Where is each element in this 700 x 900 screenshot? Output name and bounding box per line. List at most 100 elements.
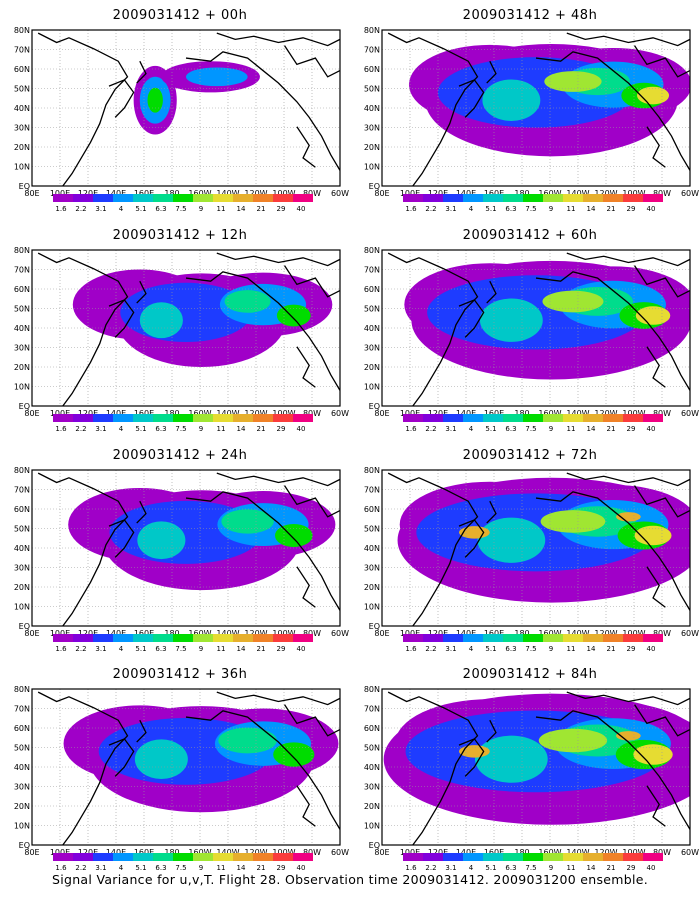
colorbar-swatch [113, 414, 133, 422]
colorbar: 1.6 2.2 3.1 4 5.1 6.3 7.5 9 11 14 21 29 40 [403, 853, 663, 872]
longitude-label: 140W [566, 189, 589, 198]
colorbar-swatch [523, 414, 543, 422]
longitude-label: 100W [272, 189, 295, 198]
longitude-label: 100E [400, 848, 420, 857]
coastline-path [108, 738, 135, 777]
colorbar-label: 11 [217, 645, 226, 653]
colorbar-swatch [133, 414, 153, 422]
coastline-path [108, 519, 135, 558]
colorbar-swatch [583, 634, 603, 642]
latitude-label: 10N [364, 822, 380, 831]
colorbar-label: 14 [587, 205, 596, 213]
longitude-label: 140W [216, 848, 239, 857]
colorbar-swatch [193, 414, 213, 422]
coastline-path [634, 265, 690, 298]
colorbar-swatch [233, 414, 253, 422]
figure-caption: Signal Variance for u,v,T. Flight 28. Ob… [51, 872, 649, 887]
colorbar-label: 14 [587, 864, 596, 872]
variance-field [72, 269, 333, 367]
coastline-path [634, 485, 690, 518]
colorbar-label: 4 [119, 645, 124, 653]
colorbar-label: 2.2 [75, 205, 86, 213]
colorbar-label: 2.2 [425, 425, 436, 433]
map-frame: 80N 70N 60N 50N 40N 30N 20N 10N EQ 80E 100E 120E 140… [10, 26, 350, 198]
longitude-label: 80E [374, 189, 389, 198]
longitude-label: 180 [164, 409, 179, 418]
latitude-label: 80N [364, 466, 380, 475]
longitude-label: 120E [428, 629, 448, 638]
colorbar-label: 3.1 [445, 205, 456, 213]
longitude-label: 80E [374, 629, 389, 638]
colorbar-label: 4 [469, 205, 474, 213]
longitude-label: 80W [653, 848, 671, 857]
colorbar-swatch [483, 414, 503, 422]
colorbar-label: 7.5 [525, 645, 536, 653]
latitude-label: 50N [364, 85, 380, 94]
latitude-label: 40N [14, 104, 30, 113]
colorbar-label: 21 [257, 425, 266, 433]
panel-title: 2009031412 + 60h [462, 228, 598, 243]
colorbar-swatch [523, 194, 543, 202]
colorbar-swatch [273, 634, 293, 642]
latitude-label: 20N [14, 802, 30, 811]
map-panel: 2009031412 + 72h 80N 70N 60N 50N 40N 30N 20N 10N… [360, 448, 700, 653]
latitude-label: 30N [364, 783, 380, 792]
colorbar-label: 6.3 [155, 864, 166, 872]
latitude-label: EQ [369, 402, 380, 411]
latitude-label: 60N [364, 285, 380, 294]
colorbar-swatch [293, 853, 313, 861]
coastline-path [458, 738, 485, 777]
map-panel: 2009031412 + 36h 80N 70N 60N 50N 40N 30N 20N 10N… [10, 667, 350, 872]
colorbar-label: 1.6 [405, 425, 417, 433]
coastline-path [296, 126, 316, 168]
colorbar-swatch [483, 853, 503, 861]
longitude-label: 120W [594, 629, 617, 638]
colorbar-swatch [623, 194, 643, 202]
coastline-path [296, 346, 316, 388]
colorbar-swatch [623, 853, 643, 861]
longitude-label: 120E [78, 848, 98, 857]
colorbar-swatch [213, 194, 233, 202]
latitude-label: 20N [364, 363, 380, 372]
colorbar-swatch [603, 414, 623, 422]
longitude-label: 60W [331, 848, 349, 857]
latitude-label: 20N [364, 802, 380, 811]
colorbar-swatch [563, 414, 583, 422]
colorbar-label: 29 [277, 205, 286, 213]
coastline-path [646, 126, 666, 168]
coastline-path [296, 566, 316, 608]
colorbar-swatch [213, 414, 233, 422]
longitude-label: 140W [216, 629, 239, 638]
colorbar-swatch [523, 634, 543, 642]
latitude-label: 80N [14, 466, 30, 475]
longitude-label: 100W [622, 629, 645, 638]
longitude-label: 140W [216, 189, 239, 198]
colorbar-swatch [73, 194, 93, 202]
colorbar-label: 6.3 [155, 425, 166, 433]
longitude-label: 120W [594, 848, 617, 857]
colorbar-swatch [53, 853, 73, 861]
coastline-path [216, 32, 340, 47]
longitude-label: 80E [24, 409, 39, 418]
variance-contour [477, 517, 546, 563]
longitude-label: 160W [188, 629, 211, 638]
colorbar-swatch [543, 634, 563, 642]
longitude-label: 120E [78, 189, 98, 198]
colorbar-swatch [213, 634, 233, 642]
colorbar-label: 4 [119, 864, 124, 872]
panel-title: 2009031412 + 24h [112, 448, 248, 463]
latitude-label: 40N [364, 763, 380, 772]
map-frame: 80N 70N 60N 50N 40N 30N 20N 10N EQ 80E 100E 120E 140… [360, 466, 700, 638]
latitude-label: 70N [364, 266, 380, 275]
colorbar-label: 7.5 [525, 864, 536, 872]
colorbar-swatch [273, 853, 293, 861]
longitude-label: 160E [134, 848, 154, 857]
colorbar-swatch [543, 194, 563, 202]
colorbar-label: 9 [199, 645, 203, 653]
colorbar-label: 2.2 [75, 645, 86, 653]
coastline-path [486, 719, 497, 743]
colorbar-label: 6.3 [155, 205, 166, 213]
colorbar-swatch [113, 194, 133, 202]
longitude-label: 140W [566, 409, 589, 418]
